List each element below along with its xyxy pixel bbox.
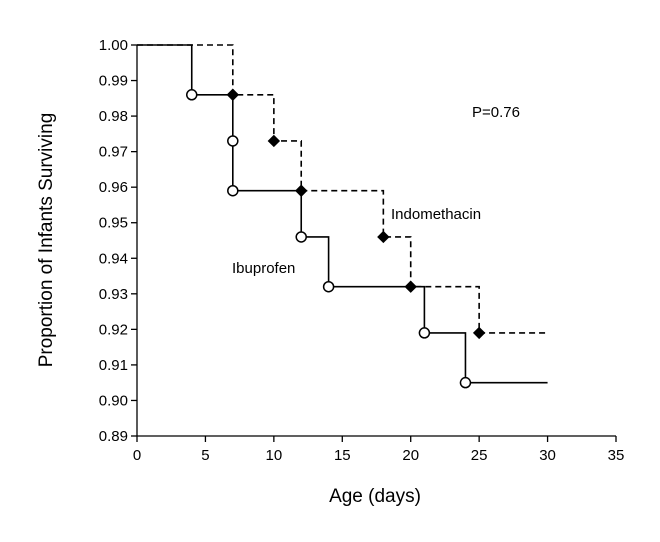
data-point-indomethacin: [472, 326, 486, 340]
data-point-ibuprofen: [227, 184, 239, 197]
x-tick-label: 5: [201, 447, 209, 464]
series-line-ibuprofen: [137, 44, 548, 384]
data-point-ibuprofen: [322, 280, 335, 293]
y-tick-label: 0.92: [99, 321, 128, 338]
y-tick-label: 0.98: [99, 108, 128, 125]
p-value-annotation: P=0.76: [472, 104, 520, 121]
x-tick-label: 25: [471, 447, 488, 464]
y-axis-ticks: 0.89 0.90 0.91 0.92 0.93 0.94 0.95 0.96 0.97 0.98…: [99, 37, 137, 445]
data-point-indomethacin: [267, 134, 281, 148]
y-tick-label: 0.96: [99, 179, 128, 196]
y-tick-label: 0.89: [99, 428, 128, 445]
x-tick-label: 0: [133, 447, 141, 464]
data-point-ibuprofen: [418, 327, 431, 339]
y-tick-label: 0.95: [99, 215, 128, 232]
x-tick-label: 35: [608, 447, 625, 464]
data-point-indomethacin: [226, 88, 240, 101]
data-point-indomethacin: [377, 230, 390, 244]
x-axis-title: Age (days): [329, 486, 421, 507]
y-tick-label: 0.91: [99, 357, 128, 374]
y-axis-title: Proportion of Infants Surviving: [36, 113, 57, 368]
x-tick-label: 15: [334, 447, 351, 464]
y-tick-label: 0.90: [99, 392, 128, 409]
data-point-indomethacin: [295, 184, 308, 197]
x-tick-label: 20: [402, 447, 419, 464]
data-point-indomethacin: [404, 280, 417, 293]
x-axis-ticks: 0 5 10 15 20 25 30 35: [133, 436, 625, 464]
axes: [136, 45, 616, 437]
x-tick-label: 30: [539, 447, 556, 464]
data-point-ibuprofen: [295, 231, 307, 243]
y-tick-label: 0.99: [99, 73, 128, 90]
y-tick-label: 0.93: [99, 286, 128, 303]
series-label-ibuprofen: Ibuprofen: [232, 260, 295, 277]
data-point-ibuprofen: [459, 376, 472, 389]
marker-layer: [185, 88, 486, 389]
x-tick-label: 10: [266, 447, 283, 464]
y-tick-label: 0.97: [99, 144, 128, 161]
series-layer: [137, 44, 548, 384]
data-point-ibuprofen: [185, 89, 198, 101]
y-tick-label: 0.94: [99, 250, 128, 267]
series-line-indomethacin: [137, 44, 548, 334]
y-tick-label: 1.00: [99, 37, 128, 54]
series-label-indomethacin: Indomethacin: [391, 206, 481, 223]
data-point-ibuprofen: [227, 135, 239, 147]
